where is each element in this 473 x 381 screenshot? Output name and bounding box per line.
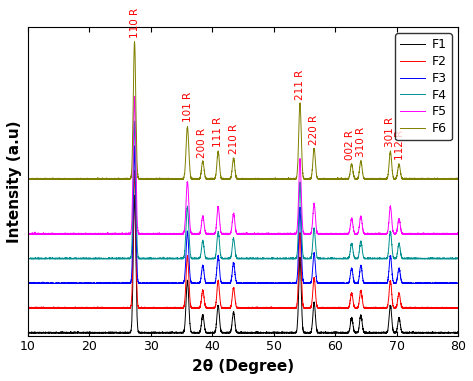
F3 [131, 144, 137, 148]
F2 [47, 306, 53, 310]
Y-axis label: Intensity (a.u): Intensity (a.u) [7, 120, 22, 243]
F6 [455, 176, 461, 181]
F1 [455, 330, 461, 335]
F5 [131, 94, 137, 99]
Text: 110 R: 110 R [130, 8, 140, 38]
F6 [25, 177, 30, 181]
Text: 301 R: 301 R [385, 117, 395, 147]
F6 [196, 177, 201, 181]
F1 [138, 331, 143, 335]
Line: F4: F4 [27, 121, 458, 259]
F1 [25, 331, 30, 335]
F5 [25, 232, 30, 236]
F6 [25, 176, 30, 181]
F6 [233, 174, 239, 179]
F3 [233, 279, 239, 283]
F5 [196, 232, 201, 236]
Text: 211 R: 211 R [295, 69, 305, 99]
Text: 111 R: 111 R [213, 117, 223, 147]
F1 [196, 331, 201, 335]
F1 [233, 328, 239, 333]
F2 [196, 306, 201, 310]
F4 [196, 256, 201, 261]
F4 [455, 256, 461, 260]
F2 [455, 306, 461, 310]
F6 [131, 39, 137, 44]
F5 [233, 229, 239, 234]
Text: 112 R: 112 R [395, 130, 405, 160]
F6 [138, 177, 143, 181]
F4 [131, 119, 137, 123]
Line: F5: F5 [27, 96, 458, 234]
Text: 310 R: 310 R [356, 126, 366, 157]
F5 [138, 232, 143, 236]
F3 [316, 281, 322, 285]
F1 [187, 323, 193, 327]
Text: 200 R: 200 R [197, 128, 207, 158]
X-axis label: 2θ (Degree): 2θ (Degree) [192, 359, 294, 374]
F6 [47, 177, 53, 181]
F1 [316, 330, 322, 335]
F2 [132, 168, 138, 173]
F4 [138, 256, 143, 261]
F5 [316, 232, 322, 236]
F5 [47, 232, 53, 236]
F2 [138, 306, 143, 311]
F6 [316, 177, 322, 181]
F4 [25, 256, 30, 261]
F3 [455, 281, 461, 286]
F1 [131, 193, 137, 198]
Line: F3: F3 [27, 146, 458, 283]
F3 [47, 281, 53, 286]
F2 [316, 305, 322, 310]
F4 [316, 256, 322, 261]
Text: 210 R: 210 R [228, 124, 239, 154]
Text: 101 R: 101 R [183, 92, 193, 122]
F4 [187, 249, 193, 253]
F6 [187, 170, 193, 175]
F1 [47, 331, 53, 335]
F3 [25, 281, 30, 286]
F1 [25, 330, 30, 335]
Line: F2: F2 [27, 171, 458, 308]
Legend: F1, F2, F3, F4, F5, F6: F1, F2, F3, F4, F5, F6 [395, 34, 452, 140]
F2 [25, 306, 30, 311]
Text: 002 R: 002 R [345, 130, 356, 160]
F5 [455, 231, 461, 235]
F5 [187, 224, 193, 229]
Line: F6: F6 [27, 42, 458, 179]
F3 [138, 281, 143, 286]
F3 [196, 281, 201, 285]
F4 [47, 256, 53, 261]
Line: F1: F1 [27, 195, 458, 333]
F2 [233, 304, 239, 308]
F4 [233, 254, 239, 259]
F3 [187, 274, 193, 279]
Text: 220 R: 220 R [309, 115, 319, 145]
F2 [187, 299, 193, 303]
